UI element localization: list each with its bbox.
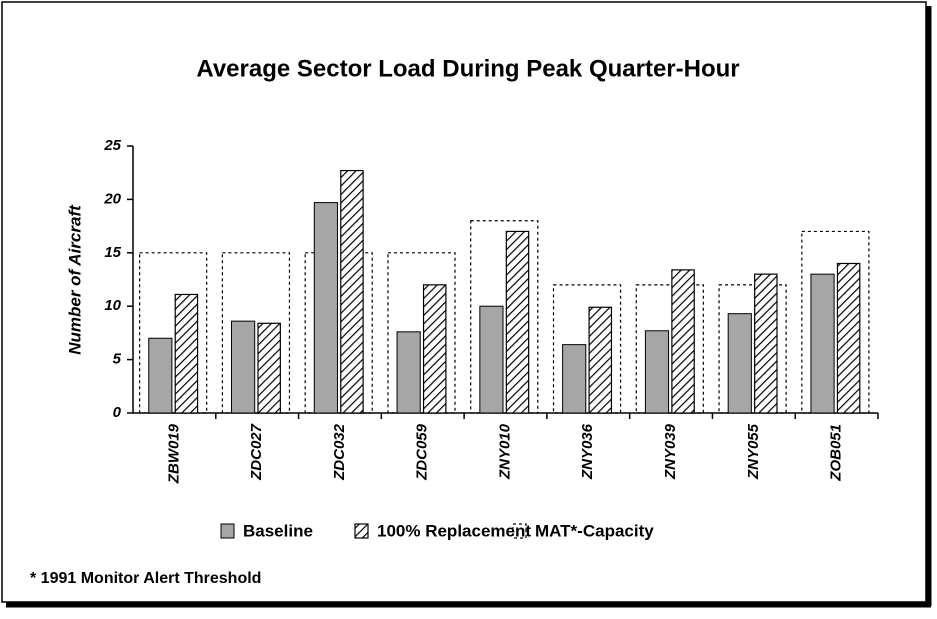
x-tick-label: ZOB051 <box>828 424 845 482</box>
frame <box>1 1 927 603</box>
bar <box>174 293 199 414</box>
bar <box>562 344 587 414</box>
bar <box>422 284 447 414</box>
bar <box>836 262 861 414</box>
bar <box>754 273 778 414</box>
bar <box>479 305 504 414</box>
x-tick-label: ZNY010 <box>496 423 513 480</box>
x-tick-label: ZBW019 <box>165 423 182 484</box>
y-tick-label: 10 <box>104 297 121 314</box>
bar <box>257 322 281 414</box>
capacity-box <box>221 252 291 414</box>
bar <box>148 337 173 414</box>
x-tick-label: ZDC027 <box>248 423 265 481</box>
y-tick-label: 15 <box>104 244 121 261</box>
x-tick-label: ZNY036 <box>579 423 596 480</box>
legend-swatch <box>220 523 235 539</box>
y-tick-label: 5 <box>113 351 122 368</box>
y-tick-label: 20 <box>103 190 121 207</box>
chart-title: Average Sector Load During Peak Quarter-… <box>196 55 739 82</box>
legend-label: 100% Replacement <box>377 521 531 540</box>
footnote: * 1991 Monitor Alert Threshold <box>30 570 261 587</box>
bar <box>396 331 421 414</box>
bar <box>810 273 835 414</box>
y-tick-label: 25 <box>103 137 121 154</box>
bar <box>588 306 613 414</box>
bar <box>340 169 364 414</box>
legend-swatch <box>512 523 527 539</box>
capacity-box <box>718 284 787 414</box>
bar <box>313 202 338 414</box>
bar <box>671 269 695 414</box>
capacity-box <box>139 252 208 414</box>
legend-swatch <box>354 523 369 539</box>
legend-label: Baseline <box>243 521 313 540</box>
capacity-box <box>801 230 870 414</box>
y-tick-label: 0 <box>113 404 122 421</box>
x-tick-label: ZDC059 <box>414 423 431 481</box>
x-tick-label: ZNY039 <box>662 423 679 480</box>
bar <box>727 313 752 414</box>
bar <box>231 320 256 414</box>
bar <box>644 330 670 414</box>
capacity-box <box>470 220 539 414</box>
legend-label: MAT*-Capacity <box>535 521 654 540</box>
capacity-box <box>304 252 373 414</box>
bar <box>505 230 530 414</box>
y-axis-label: Number of Aircraft <box>65 204 84 355</box>
x-tick-label: ZDC032 <box>331 423 348 481</box>
x-tick-label: ZNY055 <box>745 423 762 480</box>
capacity-box <box>635 284 704 414</box>
capacity-box <box>552 284 622 414</box>
capacity-box <box>387 252 456 414</box>
